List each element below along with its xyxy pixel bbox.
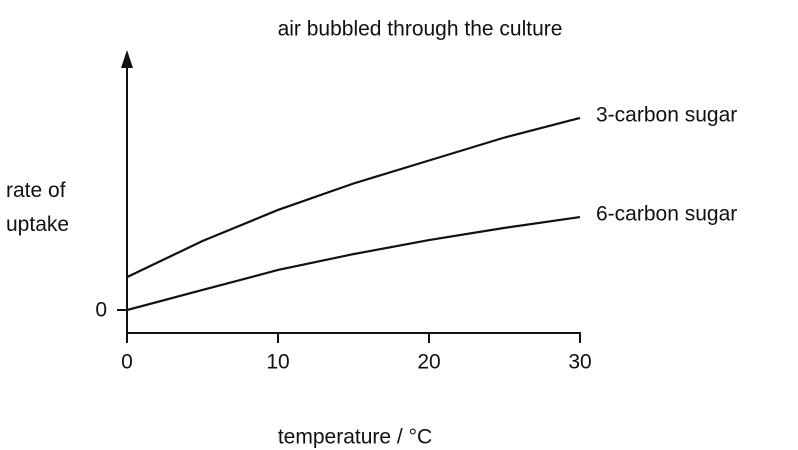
y-axis-arrow	[121, 50, 133, 68]
x-tick-label: 0	[121, 351, 133, 374]
y-tick-label: 0	[95, 299, 107, 322]
series-label: 6-carbon sugar	[596, 203, 737, 226]
x-tick-label: 30	[568, 351, 591, 374]
x-tick-label: 20	[417, 351, 440, 374]
chart-title: air bubbled through the culture	[278, 18, 563, 41]
x-axis-label: temperature / °C	[278, 426, 432, 449]
x-tick-label: 10	[266, 351, 289, 374]
y-axis-label: rate of uptake	[6, 179, 70, 236]
line-series	[126, 215, 581, 312]
series-label: 3-carbon sugar	[596, 103, 737, 126]
line-series	[126, 116, 581, 279]
